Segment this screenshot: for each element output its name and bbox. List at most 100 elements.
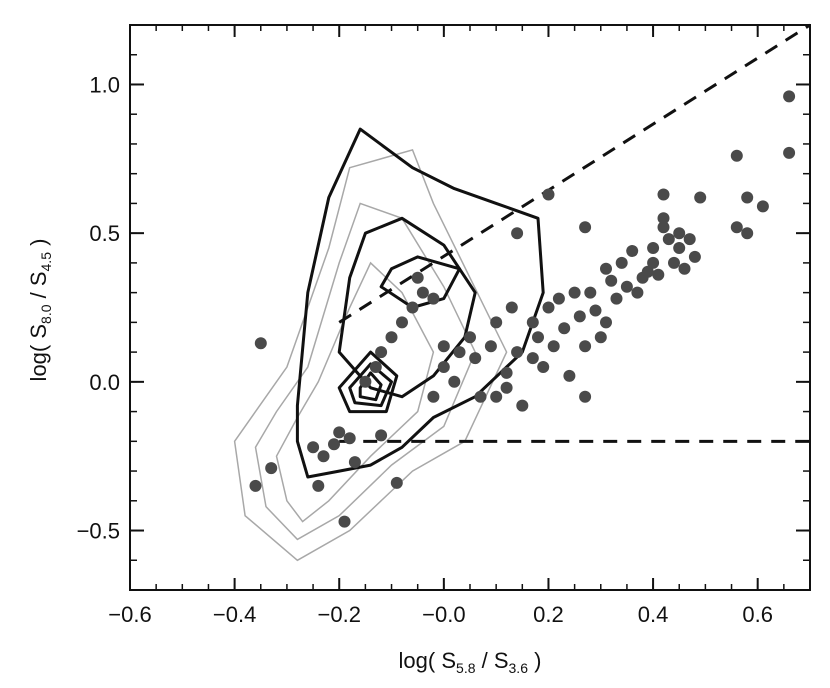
data-point (375, 346, 388, 359)
data-point (657, 188, 670, 201)
data-point (620, 280, 633, 293)
data-point (641, 265, 654, 278)
data-point (474, 390, 487, 403)
thick-contours (295, 127, 545, 479)
data-point (411, 271, 424, 284)
data-point (605, 274, 618, 287)
thin-contour-2 (275, 261, 435, 523)
y-tick-label: 1.0 (89, 72, 120, 97)
x-tick-label: −0.2 (318, 602, 361, 627)
data-point (427, 292, 440, 305)
data-point (333, 426, 346, 439)
data-point (427, 390, 440, 403)
data-point (338, 515, 351, 528)
y-tick-label: −0.5 (77, 519, 120, 544)
data-point (673, 227, 686, 240)
thick-contour-3 (337, 350, 399, 414)
y-axis-label: log( S8.0 / S4.5 ) (26, 239, 54, 382)
data-point (265, 462, 278, 475)
data-point (730, 149, 743, 162)
axis-ticks: −0.6 −0.4 −0.2 −0.0 0.2 0.4 0.6 −0.5 0.0 0.5 1.0 (77, 24, 811, 627)
data-point (579, 340, 592, 353)
data-point (694, 191, 707, 204)
data-point (500, 366, 513, 379)
data-point (552, 292, 565, 305)
data-point (453, 346, 466, 359)
data-point (657, 221, 670, 234)
y-tick-label: 0.0 (89, 370, 120, 395)
data-point (647, 256, 660, 269)
data-point (730, 221, 743, 234)
data-point (558, 322, 571, 335)
data-point (662, 233, 675, 246)
data-point (579, 390, 592, 403)
data-point (688, 250, 701, 263)
x-tick-label: −0.6 (108, 602, 151, 627)
x-tick-label: −0.0 (422, 602, 465, 627)
thin-contour-1 (254, 202, 477, 541)
data-point (359, 375, 372, 388)
x-tick-label: 0.2 (533, 602, 564, 627)
data-point (584, 286, 597, 299)
y-tick-label: 0.5 (89, 221, 120, 246)
data-point (741, 191, 754, 204)
data-point (626, 245, 639, 257)
data-point (756, 200, 769, 213)
thick-contour-2 (379, 255, 461, 309)
data-point (505, 301, 518, 314)
data-point (537, 361, 550, 373)
data-point (369, 361, 382, 373)
x-tick-label: 0.4 (638, 602, 669, 627)
data-point (615, 256, 628, 269)
data-point (516, 399, 529, 412)
data-point (490, 316, 503, 329)
data-point (490, 390, 503, 403)
data-point (600, 262, 612, 275)
data-point (600, 316, 612, 329)
data-point (526, 316, 539, 329)
data-point (469, 352, 482, 365)
data-point (511, 227, 524, 240)
data-point (610, 292, 623, 305)
data-point (683, 233, 696, 246)
data-point (375, 429, 388, 442)
data-point (647, 242, 660, 254)
thin-contours (233, 148, 508, 562)
x-tick-label: −0.4 (213, 602, 256, 627)
thin-contour-0 (233, 148, 508, 562)
data-point (464, 331, 476, 344)
dashed-line-1 (338, 23, 811, 324)
data-point (484, 340, 497, 353)
data-point (317, 450, 330, 463)
data-point (673, 242, 686, 254)
x-tick-label: 0.6 (742, 602, 773, 627)
data-point (579, 221, 592, 234)
data-point (631, 286, 644, 299)
thick-contour-5 (358, 371, 383, 402)
data-point (547, 340, 560, 353)
x-axis-label: log( S5.8 / S3.6 ) (399, 648, 542, 676)
data-point (568, 286, 581, 299)
data-point (652, 268, 665, 281)
data-point (254, 337, 267, 350)
data-point (437, 361, 450, 373)
thick-contour-0 (295, 127, 545, 479)
data-point (500, 381, 513, 394)
data-point (657, 212, 670, 225)
data-point (532, 331, 544, 344)
data-point (406, 301, 419, 314)
data-point (783, 90, 796, 103)
data-point (448, 375, 461, 388)
data-point (343, 432, 356, 445)
data-point (542, 301, 555, 314)
data-points (249, 90, 796, 528)
data-point (390, 476, 403, 489)
data-point (249, 479, 262, 492)
data-point (741, 227, 754, 240)
data-point (573, 310, 586, 323)
data-point (678, 262, 691, 275)
data-point (589, 304, 602, 317)
data-point (307, 441, 320, 454)
data-point (328, 438, 340, 451)
